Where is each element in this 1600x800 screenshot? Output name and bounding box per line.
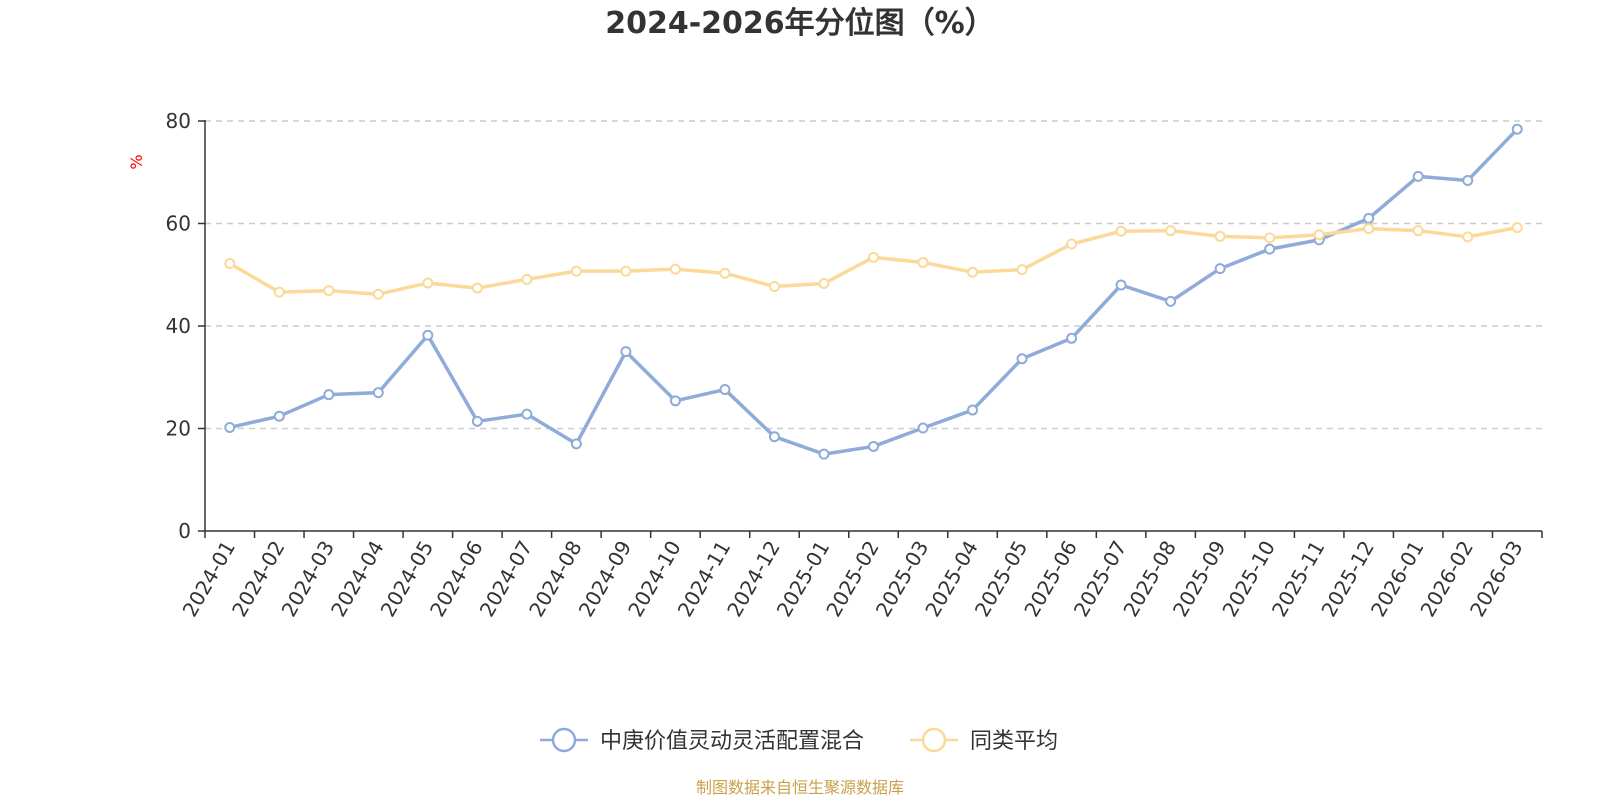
data-point[interactable]	[570, 438, 582, 450]
data-point[interactable]	[521, 408, 533, 420]
data-point[interactable]	[1412, 170, 1424, 182]
data-point[interactable]	[620, 346, 632, 358]
data-point[interactable]	[422, 329, 434, 341]
data-point[interactable]	[1462, 231, 1474, 243]
x-axis: 2024-012024-022024-032024-042024-052024-…	[178, 530, 1543, 621]
data-point[interactable]	[1214, 230, 1226, 242]
legend-label: 中庚价值灵动灵活配置混合	[600, 729, 864, 754]
data-point[interactable]	[1264, 232, 1276, 244]
data-point[interactable]	[224, 421, 236, 433]
grid-lines	[205, 120, 1542, 430]
data-point[interactable]	[1511, 123, 1523, 135]
data-point[interactable]	[1214, 263, 1226, 275]
data-point[interactable]	[1363, 212, 1375, 224]
data-point[interactable]	[1264, 243, 1276, 255]
source-note: 制图数据来自恒生聚源数据库	[696, 778, 904, 797]
legend-swatch-marker	[551, 727, 577, 753]
data-point[interactable]	[521, 273, 533, 285]
data-point[interactable]	[967, 266, 979, 278]
data-point[interactable]	[1115, 225, 1127, 237]
data-point[interactable]	[818, 448, 830, 460]
legend[interactable]: 中庚价值灵动灵活配置混合 同类平均	[540, 727, 1058, 754]
y-axis: 0 20 40 60 80	[166, 109, 206, 543]
y-tick-label: 0	[178, 519, 191, 543]
chart-title: 2024-2026年分位图（%）	[605, 6, 995, 41]
data-point[interactable]	[1511, 222, 1523, 234]
data-point[interactable]	[917, 422, 929, 434]
legend-label: 同类平均	[970, 729, 1058, 754]
legend-swatch-marker	[921, 727, 947, 753]
data-point[interactable]	[620, 265, 632, 277]
legend-item-1[interactable]: 同类平均	[910, 727, 1058, 754]
data-point[interactable]	[1412, 225, 1424, 237]
data-point[interactable]	[1115, 279, 1127, 291]
data-point[interactable]	[1165, 225, 1177, 237]
legend-item-0[interactable]: 中庚价值灵动灵活配置混合	[540, 727, 864, 754]
data-point[interactable]	[1313, 229, 1325, 241]
data-point[interactable]	[1462, 174, 1474, 186]
data-point[interactable]	[868, 440, 879, 452]
data-point[interactable]	[570, 265, 582, 277]
data-point[interactable]	[1363, 223, 1375, 235]
y-axis-unit: %	[127, 154, 146, 169]
data-point[interactable]	[323, 389, 335, 401]
data-point[interactable]	[471, 282, 483, 294]
data-point[interactable]	[818, 277, 830, 289]
data-point[interactable]	[224, 257, 236, 269]
y-tick-label: 80	[166, 109, 191, 133]
data-point[interactable]	[868, 251, 879, 263]
data-point[interactable]	[719, 384, 731, 396]
data-point[interactable]	[669, 263, 681, 275]
data-point[interactable]	[669, 395, 681, 407]
data-point[interactable]	[768, 281, 780, 293]
data-point[interactable]	[273, 410, 285, 422]
data-point[interactable]	[372, 288, 384, 300]
data-point[interactable]	[917, 256, 929, 268]
data-point[interactable]	[1016, 264, 1028, 276]
y-tick-label: 40	[166, 314, 191, 338]
data-point[interactable]	[323, 285, 335, 297]
y-tick-label: 60	[166, 212, 191, 236]
series-line-0	[229, 127, 1519, 456]
data-point[interactable]	[273, 286, 285, 298]
data-point[interactable]	[372, 387, 384, 399]
data-point[interactable]	[768, 431, 780, 443]
y-tick-label: 20	[166, 417, 191, 441]
data-point[interactable]	[1066, 238, 1078, 250]
data-point[interactable]	[967, 404, 979, 416]
data-point[interactable]	[1066, 332, 1078, 344]
data-point[interactable]	[422, 277, 434, 289]
data-point[interactable]	[1016, 353, 1028, 365]
data-point[interactable]	[471, 415, 483, 427]
data-point[interactable]	[719, 267, 731, 279]
series-lines	[224, 123, 1523, 460]
data-point[interactable]	[1165, 295, 1177, 307]
